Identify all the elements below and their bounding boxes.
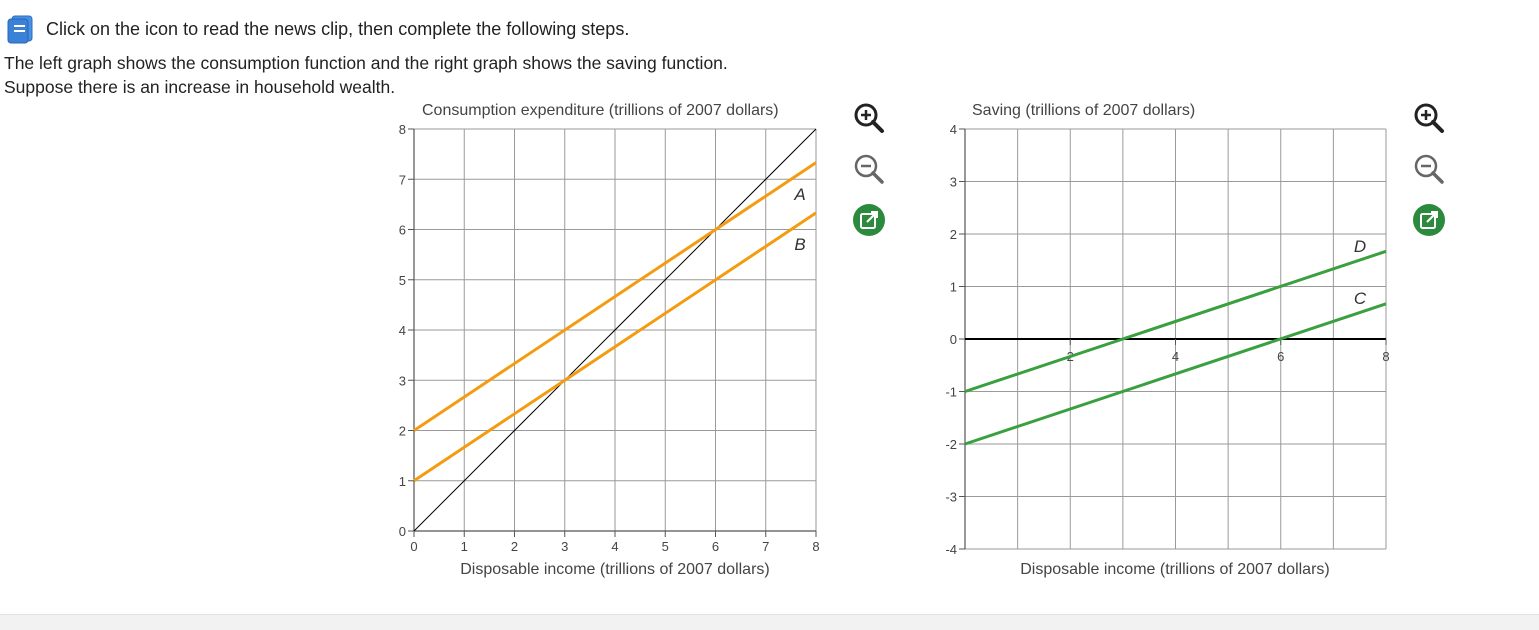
x-tick-label: 7 [762,539,769,554]
y-tick-label: 1 [399,474,406,489]
x-tick-label: 8 [1382,349,1389,364]
y-tick-label: -1 [945,385,957,400]
popout-icon [853,204,885,236]
y-tick-label: 2 [399,424,406,439]
y-axis-label: Consumption expenditure (trillions of 20… [422,102,779,119]
y-tick-label: -4 [945,542,957,557]
y-tick-label: 3 [950,175,957,190]
y-tick-label: 6 [399,223,406,238]
intro-line-1: The left graph shows the consumption fun… [4,53,728,73]
series-label-c: C [1354,289,1367,308]
header: Click on the icon to read the news clip,… [6,14,630,44]
graphs-canvas: 0 1 2 3 4 5 6 7 8 0 1 2 3 4 5 6 7 8 Consumption expenditur… [399,102,1390,578]
y-tick-label: 7 [399,172,406,187]
series-label-b: B [794,235,805,254]
series-line-b[interactable] [413,211,817,482]
x-tick-label: 6 [712,539,719,554]
zoom-in-icon [854,103,884,133]
x-axis-label: Disposable income (trillions of 2007 dol… [1020,561,1329,578]
series-line-c[interactable] [964,302,1387,446]
news-clip-icon[interactable] [6,14,36,44]
x-tick-label: 3 [561,539,568,554]
reference-45-degree-line[interactable] [413,128,817,532]
intro-text: The left graph shows the consumption fun… [4,51,728,99]
x-tick-label: 5 [662,539,669,554]
y-tick-label: 2 [950,227,957,242]
y-tick-label: 4 [399,323,406,338]
y-tick-label: 4 [950,122,957,137]
y-tick-label: 0 [399,524,406,539]
zoom-out-icon [854,154,884,184]
y-axis-label: Saving (trillions of 2007 dollars) [972,102,1195,119]
x-tick-label: 4 [611,539,618,554]
zoom-in-button-right[interactable] [1412,101,1446,135]
zoom-out-icon [1414,154,1444,184]
popout-button-left[interactable] [852,203,886,237]
popout-icon [1413,204,1445,236]
x-tick-label: 8 [812,539,819,554]
zoom-in-icon [1414,103,1444,133]
series-label-d: D [1354,237,1366,256]
x-tick-label: 1 [461,539,468,554]
series-label-a: A [793,185,805,204]
y-tick-label: 8 [399,122,406,137]
y-tick-label: 3 [399,373,406,388]
zoom-in-button-left[interactable] [852,101,886,135]
series-line-d[interactable] [964,249,1387,393]
x-tick-label: 0 [410,539,417,554]
zoom-out-button-right[interactable] [1412,152,1446,186]
y-tick-label: -3 [945,490,957,505]
instruction-text: Click on the icon to read the news clip,… [46,18,630,39]
bottom-bar [0,614,1539,630]
x-tick-label: 4 [1172,349,1179,364]
zoom-out-button-left[interactable] [852,152,886,186]
x-axis-label: Disposable income (trillions of 2007 dol… [460,561,769,578]
y-tick-label: 1 [950,280,957,295]
y-tick-label: 5 [399,273,406,288]
y-tick-label: -2 [945,437,957,452]
y-tick-label: 0 [950,332,957,347]
popout-button-right[interactable] [1412,203,1446,237]
series-line-a[interactable] [413,161,817,432]
x-tick-label: 6 [1277,349,1284,364]
x-tick-label: 2 [511,539,518,554]
intro-line-2: Suppose there is an increase in househol… [4,77,396,97]
consumption-graph[interactable]: 0 1 2 3 4 5 6 7 8 0 1 2 3 4 5 6 7 8 Consumption expenditur… [399,102,820,578]
